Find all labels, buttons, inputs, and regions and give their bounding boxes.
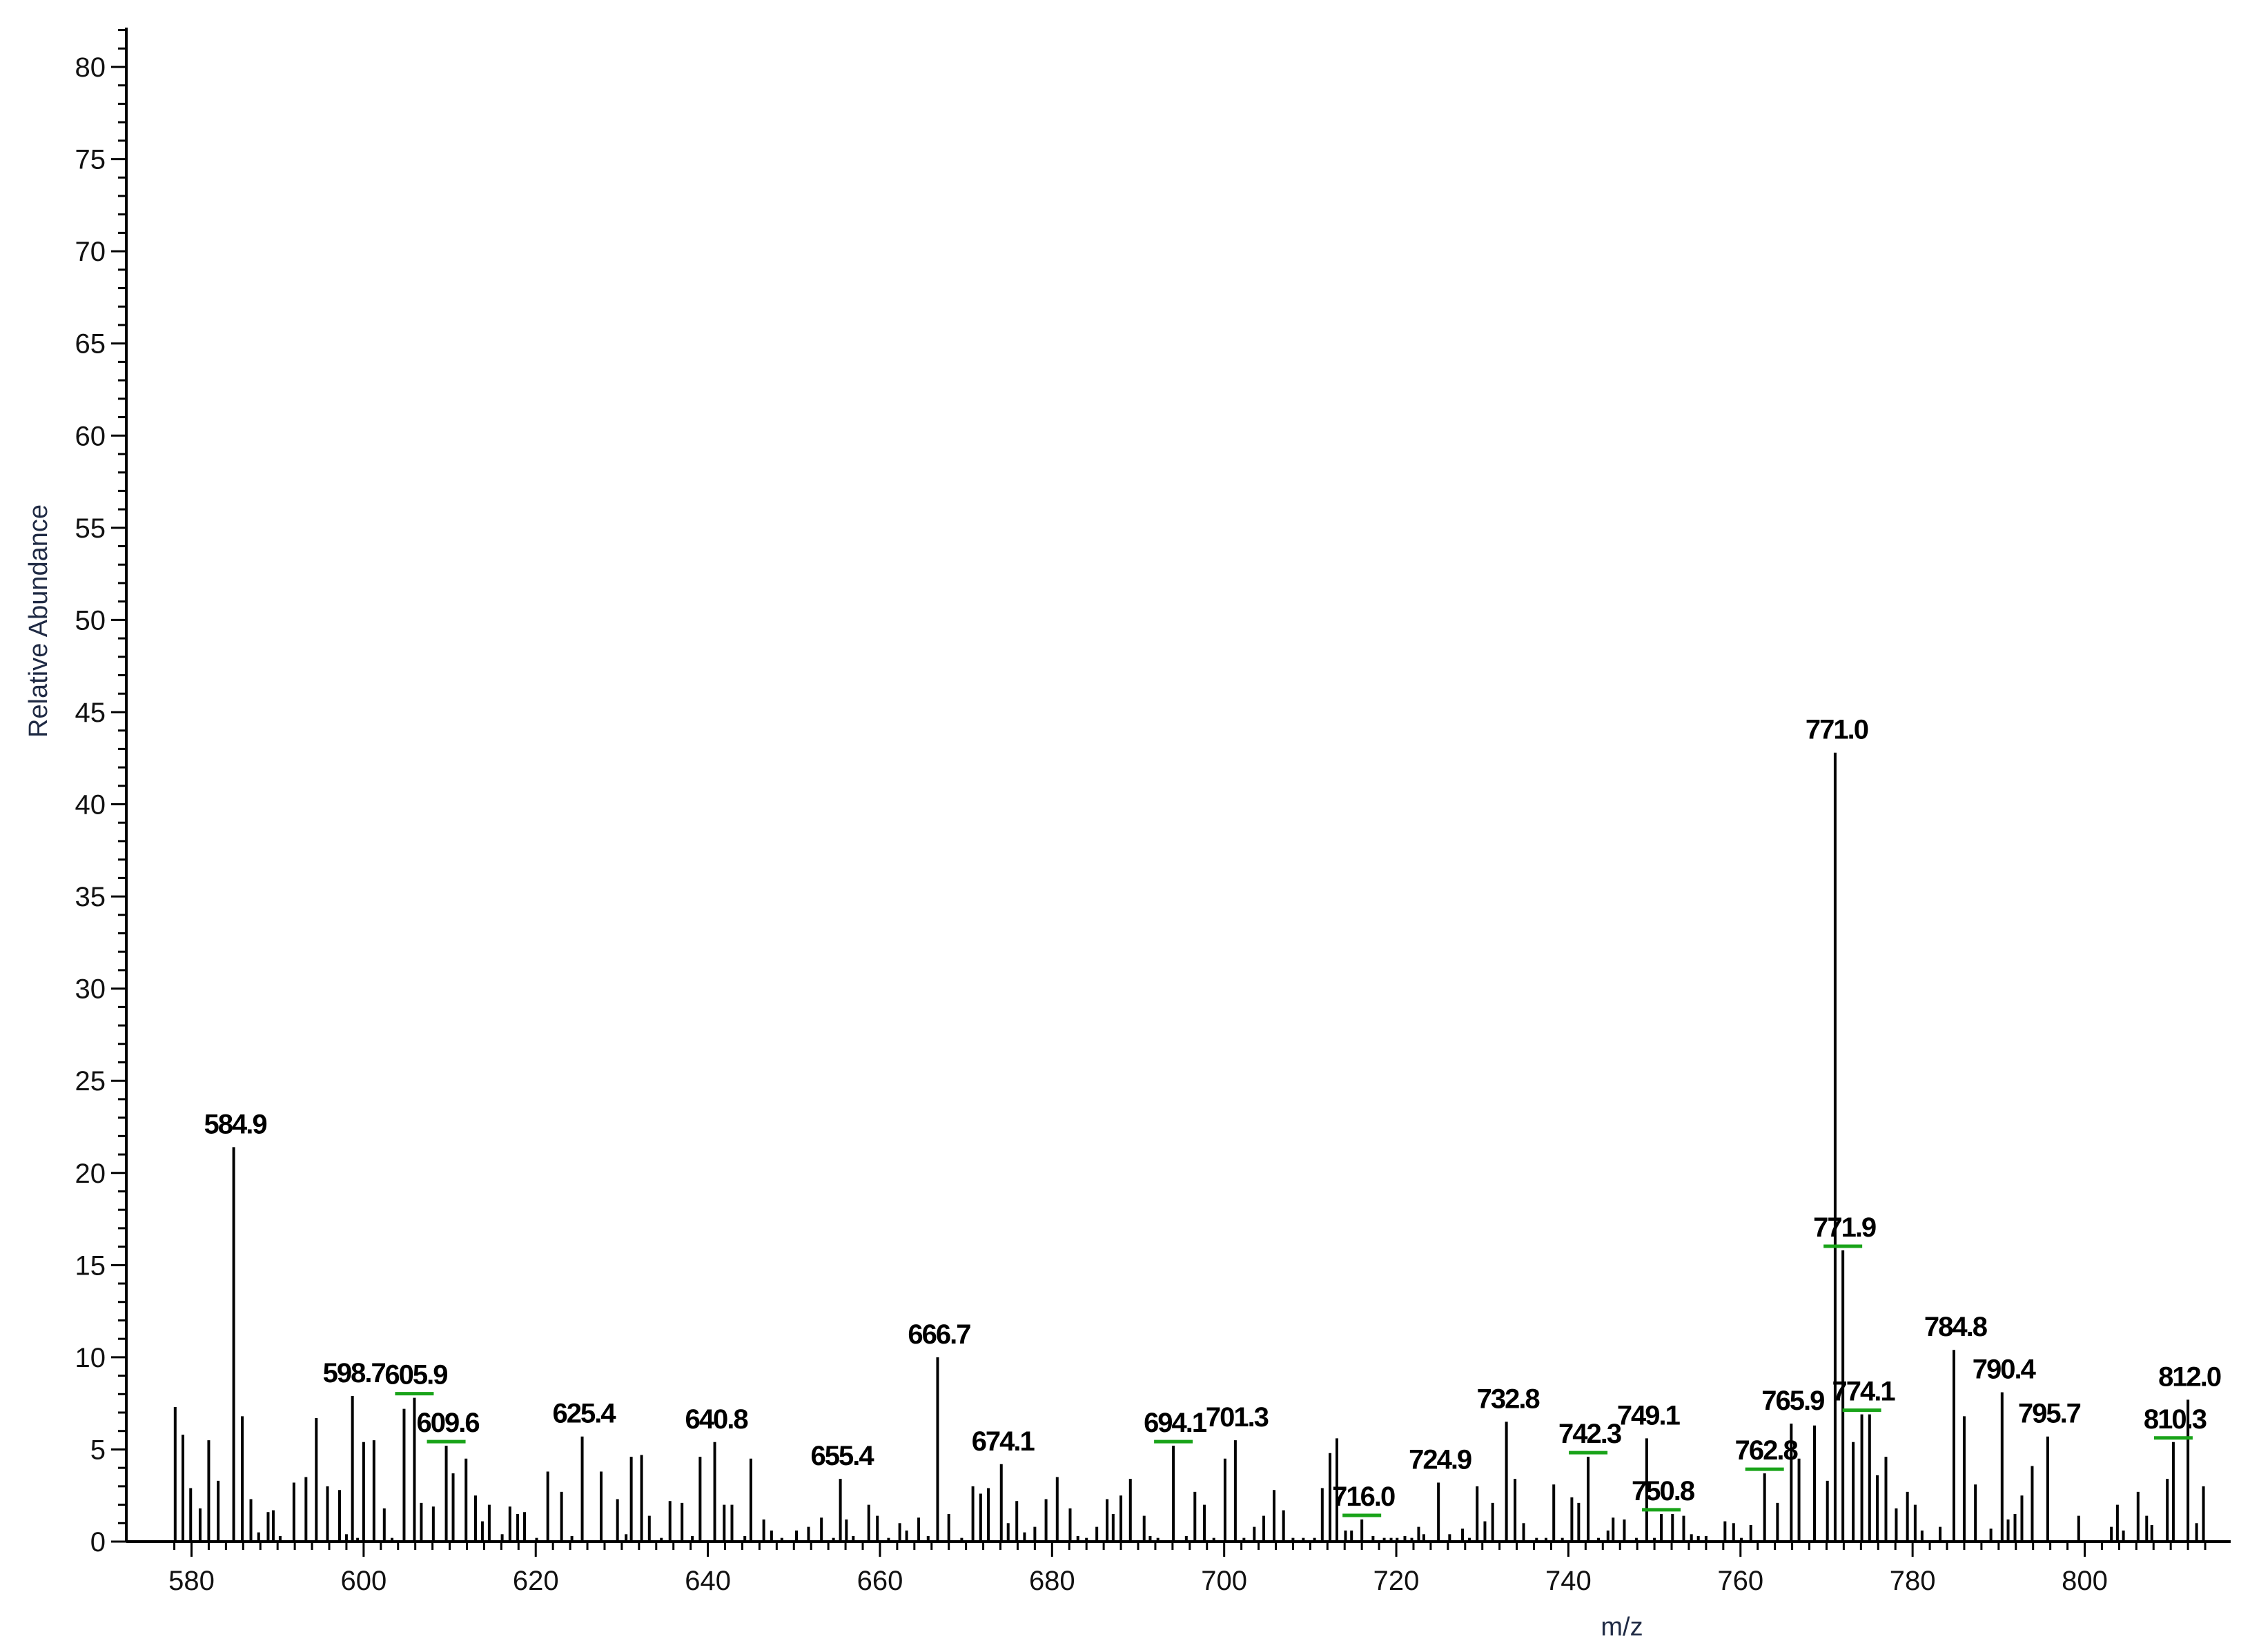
y-tick-label: 10: [75, 1343, 106, 1373]
peak-label: 732.8: [1477, 1384, 1540, 1414]
y-tick-label: 75: [75, 145, 106, 175]
peak-label: 750.8: [1632, 1476, 1695, 1506]
x-tick-label: 700: [1201, 1566, 1247, 1596]
peak-markers-layer: [395, 1244, 2193, 1517]
x-tick-label: 800: [2062, 1566, 2108, 1596]
x-tick-label: 660: [857, 1566, 903, 1596]
peak-label: 790.4: [1973, 1355, 2037, 1385]
peak-label: 749.1: [1617, 1400, 1681, 1430]
y-tick-label: 45: [75, 698, 106, 728]
peak-label: 694.1: [1144, 1408, 1207, 1438]
x-tick-label: 780: [1890, 1566, 1936, 1596]
x-tick-label: 760: [1717, 1566, 1763, 1596]
x-tick-label: 580: [168, 1566, 215, 1596]
y-tick-label: 50: [75, 605, 106, 636]
y-tick-label: 65: [75, 329, 106, 360]
peak-label: 584.9: [204, 1109, 267, 1139]
peak-label: 605.9: [384, 1360, 447, 1390]
peak-label: 674.1: [972, 1426, 1035, 1457]
y-tick-label: 55: [75, 513, 106, 544]
y-tick-label: 80: [75, 52, 106, 83]
x-tick-label: 740: [1545, 1566, 1592, 1596]
y-tick-label: 20: [75, 1159, 106, 1189]
peak-label: 655.4: [811, 1441, 875, 1471]
peak-label: 771.0: [1806, 715, 1868, 745]
y-tick-label: 40: [75, 790, 106, 820]
x-tick-label: 680: [1029, 1566, 1075, 1596]
peak-label: 666.7: [908, 1319, 970, 1350]
peak-label: 716.0: [1332, 1482, 1395, 1512]
axes-layer: 0 5 10 15 20 25 30 35 40 45 50 55 60 65 70 75 80 580 600 62…: [75, 28, 2231, 1596]
peak-label: 724.9: [1409, 1445, 1471, 1475]
x-tick-label: 720: [1373, 1566, 1420, 1596]
x-axis-label: m/z: [1601, 1613, 1643, 1642]
y-tick-label: 70: [75, 237, 106, 267]
peak-labels-layer: 584.9 598.7 605.9 609.6 625.4 640.8 655.4 666.7…: [204, 715, 2222, 1512]
y-tick-label: 0: [90, 1527, 106, 1557]
y-tick-label: 5: [90, 1435, 106, 1465]
y-tick-label: 35: [75, 882, 106, 912]
y-tick-label: 15: [75, 1250, 106, 1281]
peak-label: 765.9: [1761, 1386, 1824, 1416]
y-tick-label: 25: [75, 1066, 106, 1097]
y-axis-label: Relative Abundance: [24, 504, 53, 738]
peak-label: 774.1: [1832, 1377, 1896, 1407]
peak-label: 795.7: [2018, 1399, 2081, 1429]
peak-label: 742.3: [1558, 1419, 1621, 1449]
x-tick-label: 620: [513, 1566, 559, 1596]
peak-label: 598.7: [323, 1358, 386, 1388]
peak-label: 762.8: [1735, 1435, 1799, 1466]
peak-label: 701.3: [1206, 1402, 1269, 1433]
peak-label: 812.0: [2158, 1361, 2221, 1392]
y-tick-label: 60: [75, 421, 106, 451]
y-tick-label: 30: [75, 974, 106, 1005]
peak-label: 625.4: [553, 1399, 617, 1429]
peak-label: 640.8: [685, 1404, 749, 1435]
x-tick-label: 640: [685, 1566, 731, 1596]
peak-label: 771.9: [1813, 1212, 1876, 1243]
x-tick-label: 600: [340, 1566, 387, 1596]
peak-label: 784.8: [1924, 1312, 1988, 1342]
peak-label: 609.6: [417, 1408, 480, 1438]
peak-label: 810.3: [2144, 1404, 2207, 1435]
